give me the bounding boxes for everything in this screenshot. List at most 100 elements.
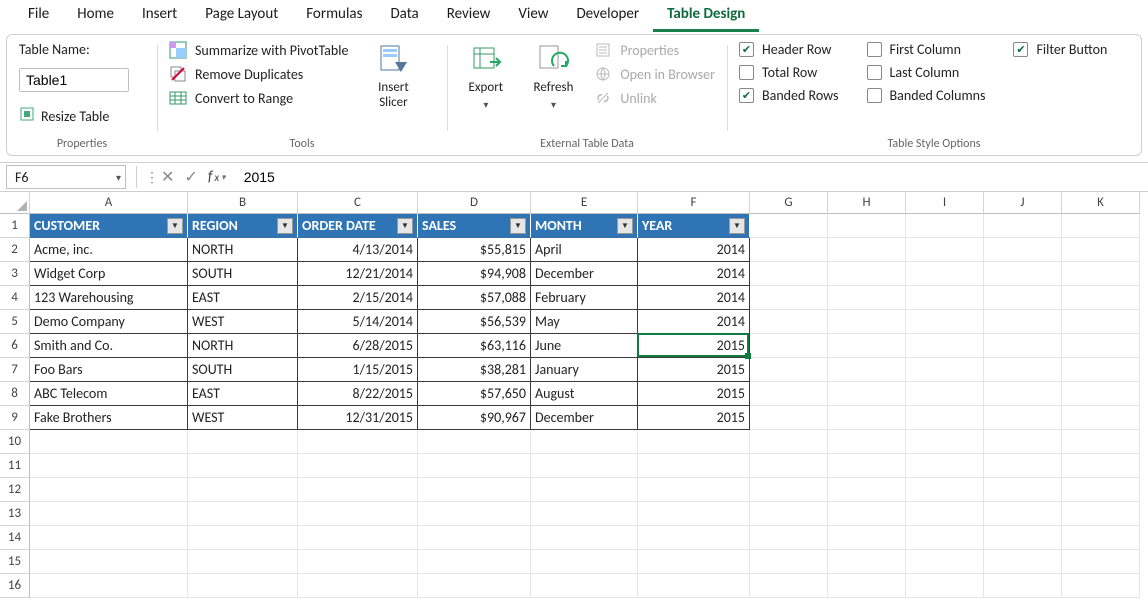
cell[interactable] — [1062, 358, 1140, 382]
checkbox-first-col[interactable]: First Column — [867, 41, 986, 58]
table-header-cell[interactable]: ORDER DATE▼ — [298, 214, 418, 238]
cell[interactable] — [750, 430, 828, 454]
column-header[interactable]: B — [188, 192, 298, 214]
cell[interactable] — [30, 526, 188, 550]
cell[interactable] — [906, 478, 984, 502]
cell[interactable] — [638, 502, 750, 526]
cell[interactable] — [1062, 550, 1140, 574]
cell[interactable] — [828, 502, 906, 526]
table-cell[interactable]: 2015 — [638, 406, 750, 430]
table-cell[interactable]: December — [531, 406, 638, 430]
column-header[interactable]: G — [750, 192, 828, 214]
cell[interactable] — [750, 478, 828, 502]
table-cell[interactable]: ABC Telecom — [30, 382, 188, 406]
cell[interactable] — [828, 478, 906, 502]
tab-table-design[interactable]: Table Design — [653, 2, 759, 32]
column-header[interactable]: K — [1062, 192, 1140, 214]
row-header[interactable]: 3 — [0, 262, 30, 286]
table-name-input[interactable] — [19, 68, 129, 92]
cell[interactable] — [828, 310, 906, 334]
cell[interactable] — [750, 550, 828, 574]
cell[interactable] — [906, 286, 984, 310]
table-cell[interactable]: 2/15/2014 — [298, 286, 418, 310]
table-cell[interactable]: $63,116 — [418, 334, 531, 358]
cell[interactable] — [298, 478, 418, 502]
cell[interactable] — [638, 550, 750, 574]
filter-dropdown-icon[interactable]: ▼ — [729, 218, 745, 234]
cell[interactable] — [984, 526, 1062, 550]
filter-dropdown-icon[interactable]: ▼ — [277, 218, 293, 234]
convert-to-range-button[interactable]: Convert to Range — [169, 89, 348, 107]
tab-insert[interactable]: Insert — [128, 2, 191, 32]
table-header-cell[interactable]: CUSTOMER▼ — [30, 214, 188, 238]
column-header[interactable]: C — [298, 192, 418, 214]
table-cell[interactable]: Acme, inc. — [30, 238, 188, 262]
cell[interactable] — [298, 526, 418, 550]
cell[interactable] — [298, 502, 418, 526]
cell[interactable] — [30, 550, 188, 574]
cell[interactable] — [984, 358, 1062, 382]
cell[interactable] — [188, 430, 298, 454]
row-header[interactable]: 2 — [0, 238, 30, 262]
row-header[interactable]: 16 — [0, 574, 30, 598]
cell[interactable] — [750, 382, 828, 406]
cell[interactable] — [984, 478, 1062, 502]
cell[interactable] — [750, 526, 828, 550]
cell[interactable] — [984, 454, 1062, 478]
table-header-cell[interactable]: SALES▼ — [418, 214, 531, 238]
name-box[interactable]: F6 ▾ — [6, 165, 126, 189]
cell[interactable] — [30, 430, 188, 454]
table-cell[interactable]: $94,908 — [418, 262, 531, 286]
table-cell[interactable]: WEST — [188, 406, 298, 430]
cell[interactable] — [906, 502, 984, 526]
cell[interactable] — [531, 526, 638, 550]
cell[interactable] — [828, 334, 906, 358]
row-header[interactable]: 11 — [0, 454, 30, 478]
table-header-cell[interactable]: MONTH▼ — [531, 214, 638, 238]
table-cell[interactable]: 2014 — [638, 262, 750, 286]
row-header[interactable]: 5 — [0, 310, 30, 334]
table-cell[interactable]: 5/14/2014 — [298, 310, 418, 334]
cell[interactable] — [984, 334, 1062, 358]
cell[interactable] — [418, 430, 531, 454]
column-header[interactable]: D — [418, 192, 531, 214]
cell[interactable] — [1062, 334, 1140, 358]
tab-review[interactable]: Review — [433, 2, 505, 32]
cell[interactable] — [750, 310, 828, 334]
cell[interactable] — [1062, 286, 1140, 310]
cell[interactable] — [906, 334, 984, 358]
cell[interactable] — [984, 310, 1062, 334]
cell[interactable] — [984, 574, 1062, 598]
cell[interactable] — [531, 574, 638, 598]
resize-table-button[interactable]: Resize Table — [19, 106, 129, 126]
cell[interactable] — [750, 238, 828, 262]
checkbox-header-row[interactable]: Header Row — [739, 41, 839, 58]
cell[interactable] — [1062, 310, 1140, 334]
cell[interactable] — [750, 454, 828, 478]
cell[interactable] — [30, 478, 188, 502]
column-header[interactable]: F — [638, 192, 750, 214]
cell[interactable] — [750, 358, 828, 382]
cell[interactable] — [30, 454, 188, 478]
cell[interactable] — [1062, 454, 1140, 478]
table-cell[interactable]: SOUTH — [188, 358, 298, 382]
tab-data[interactable]: Data — [376, 2, 432, 32]
cell[interactable] — [418, 550, 531, 574]
cell[interactable] — [188, 502, 298, 526]
cell[interactable] — [828, 238, 906, 262]
row-header[interactable]: 6 — [0, 334, 30, 358]
insert-slicer-button[interactable]: Insert Slicer — [362, 41, 424, 111]
cell[interactable] — [828, 550, 906, 574]
cell[interactable] — [1062, 406, 1140, 430]
filter-dropdown-icon[interactable]: ▼ — [397, 218, 413, 234]
filter-dropdown-icon[interactable]: ▼ — [510, 218, 526, 234]
cell[interactable] — [906, 262, 984, 286]
column-header[interactable]: A — [30, 192, 188, 214]
cell[interactable] — [828, 574, 906, 598]
export-button[interactable]: Export ▾ — [459, 41, 513, 110]
cell[interactable] — [828, 406, 906, 430]
cell[interactable] — [984, 262, 1062, 286]
table-cell[interactable]: $56,539 — [418, 310, 531, 334]
cell[interactable] — [1062, 502, 1140, 526]
table-cell[interactable]: 2015 — [638, 382, 750, 406]
